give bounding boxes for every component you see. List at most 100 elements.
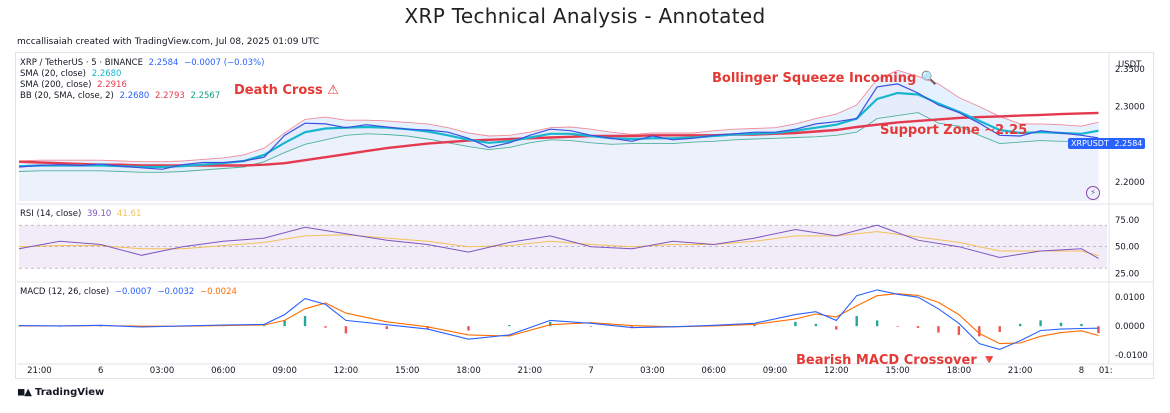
time-tick-label: 7 [588,366,593,376]
time-tick-label: 8 [1079,366,1084,376]
time-tick-label: 09:00 [272,366,297,376]
legend-sma200-label: SMA (200, close) [20,80,92,90]
macd-histogram-bar [896,326,899,327]
macd-histogram-bar [916,326,920,328]
legend-bb-basis: 2.2680 [119,91,150,101]
macd-histogram-bar [1018,323,1022,327]
legend-macd-value: −0.0007 [114,287,152,297]
macd-line [18,289,1099,350]
macd-histogram-bar [99,325,102,327]
legend-sma20-label: SMA (20, close) [20,69,86,79]
macd-histogram-bar [549,321,552,327]
legend-bb-label: BB (20, SMA, close, 2) [20,91,114,101]
lightning-icon[interactable]: ⚡ [1086,186,1100,200]
legend-sma200-row: SMA (200, close) 2.2916 [20,80,264,91]
time-tick-label: 18:00 [456,366,481,376]
macd-tick-label: 0.0100 [1115,293,1145,303]
currency-label: USDT [1118,60,1142,70]
macd-histogram-bar [262,325,266,327]
time-tick-label: 03:00 [640,366,665,376]
macd-tick-label: -0.0100 [1115,351,1148,361]
annotation-death-cross: Death Cross ⚠ [234,83,339,98]
chart-plot[interactable]: 2.20002.25002.30002.350025.0050.0075.00-… [17,53,1153,378]
macd-histogram-bar [753,325,756,327]
price-tag-symbol: XRPUSDT [1071,139,1109,148]
price-tick-label: 2.3000 [1115,103,1145,113]
macd-histogram-bar [978,326,981,337]
annotation-bollinger-squeeze: Bollinger Squeeze Incoming 🔍 [712,71,937,86]
legend-change: −0.0007 (−0.03%) [184,58,265,68]
price-tick-label: 2.2000 [1115,178,1145,188]
annotation-support-zone: Support Zone ~2.25 [880,123,1028,138]
time-tick-label: 21:00 [518,366,543,376]
rsi-tick-label: 25.00 [1115,270,1139,280]
price-area-fill [19,83,1099,201]
rsi-line [18,224,1099,259]
macd-histogram-bar [855,316,858,327]
macd-histogram-bar [467,326,470,331]
macd-histogram-bar [794,321,797,327]
time-tick-label: 12:00 [334,366,359,376]
time-tick-label: 21:00 [1008,366,1033,376]
macd-histogram-bar [998,326,1001,332]
macd-histogram-bar [1097,326,1100,334]
chart-frame [15,52,1154,379]
time-tick-label: 06:00 [211,366,236,376]
time-tick-label: 6 [98,366,103,376]
macd-histogram-bar [344,326,348,334]
macd-histogram-bar [324,326,327,328]
time-tick-label: 06:00 [701,366,726,376]
macd-histogram-bar [1080,323,1083,327]
price-legend: XRP / TetherUS · 5 · BINANCE 2.2584 −0.0… [20,58,264,102]
legend-sma20-value: 2.2680 [91,69,122,79]
legend-sma20-row: SMA (20, close) 2.2680 [20,69,264,80]
macd-histogram-bar [58,326,62,327]
price-line [18,83,1099,170]
macd-histogram-bar [875,320,879,327]
rsi-tick-label: 50.00 [1115,243,1139,253]
legend-sma200-value: 2.2916 [97,80,127,90]
legend-bb-row: BB (20, SMA, close, 2) 2.2680 2.2793 2.2… [20,91,264,102]
time-tick-label: 18:00 [947,366,972,376]
macd-histogram-bar [957,326,961,335]
legend-macd-signal: −0.0032 [157,287,195,297]
legend-symbol: XRP / TetherUS · 5 · BINANCE [20,58,143,68]
bb-upper-line [18,69,1099,163]
legend-bb-upper: 2.2793 [155,91,185,101]
time-tick-label: 15:00 [395,366,420,376]
macd-signal-line [19,293,1099,345]
macd-histogram-bar [303,316,307,327]
macd-histogram-bar [283,320,286,327]
time-tick-label: 21:00 [27,366,52,376]
macd-histogram-bar [814,323,818,327]
chart-credit: mccallisaiah created with TradingView.co… [17,37,320,47]
legend-macd-label: MACD (12, 26, close) [20,287,110,297]
macd-histogram-bar [385,326,388,330]
footer-brand: TradingView [35,387,105,398]
legend-price: 2.2584 [148,58,179,68]
time-tick-label: 01: [1099,366,1113,376]
macd-legend: MACD (12, 26, close) −0.0007 −0.0032 −0.… [20,287,237,298]
macd-histogram-bar [1059,322,1063,327]
legend-bb-lower: 2.2567 [190,91,221,101]
annotation-macd-crossover: Bearish MACD Crossover 🔻 [796,353,998,368]
legend-rsi-ma: 41.61 [117,209,142,219]
bb-lower-line [18,112,1099,173]
time-tick-label: 15:00 [885,366,910,376]
time-tick-label: 12:00 [824,366,849,376]
macd-histogram-bar [835,326,838,330]
time-tick-label: 03:00 [150,366,175,376]
legend-rsi-label: RSI (14, close) [20,209,82,219]
macd-histogram-bar [589,326,593,327]
legend-symbol-row: XRP / TetherUS · 5 · BINANCE 2.2584 −0.0… [20,58,264,69]
tradingview-logo: ◼▲ TradingView [17,387,104,398]
tradingview-mark-icon: ◼▲ [17,387,32,398]
rsi-ma-line [18,231,1099,257]
figure-title: XRP Technical Analysis - Annotated [404,4,766,28]
rsi-legend: RSI (14, close) 39.10 41.61 [20,209,141,220]
price-tag: XRPUSDT 2.2584 [1068,138,1146,149]
price-tag-value: 2.2584 [1114,139,1143,148]
macd-histogram-bar [1039,320,1042,327]
legend-macd-hist: −0.0024 [200,287,237,297]
